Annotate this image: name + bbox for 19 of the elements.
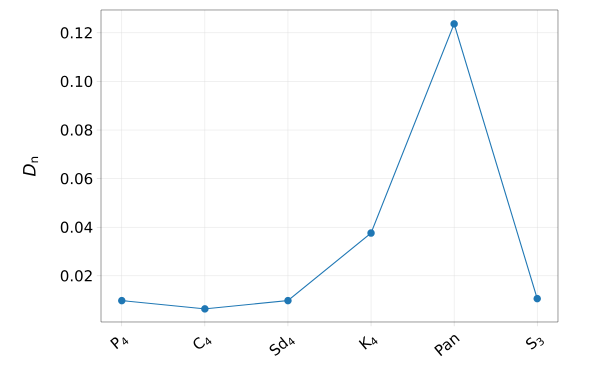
y-tick-label: 0.10 bbox=[60, 76, 92, 88]
y-tick-label: 0.04 bbox=[60, 222, 92, 233]
y-tick-label: 0.06 bbox=[60, 172, 92, 184]
x-tick-label: P$_{4}$ bbox=[110, 337, 128, 350]
point bbox=[201, 305, 209, 313]
x-tick-label: S$_{3}$ bbox=[526, 337, 544, 350]
y-tick-label: 0.08 bbox=[60, 124, 92, 136]
x-tick-label: Pan bbox=[434, 335, 460, 356]
y-tick-label: 0.12 bbox=[60, 27, 92, 39]
x-tick-label: Sd$_{4}$ bbox=[270, 336, 295, 356]
point bbox=[118, 296, 126, 304]
point bbox=[450, 20, 458, 28]
x-tick-label: K$_{4}$ bbox=[358, 336, 378, 350]
point bbox=[284, 296, 292, 304]
point bbox=[533, 294, 541, 302]
y-tick-label: 0.02 bbox=[60, 270, 92, 282]
y-axis-title: D$_{n}$ bbox=[23, 156, 38, 176]
point bbox=[367, 229, 375, 237]
x-tick-label: C$_{4}$ bbox=[194, 337, 212, 349]
